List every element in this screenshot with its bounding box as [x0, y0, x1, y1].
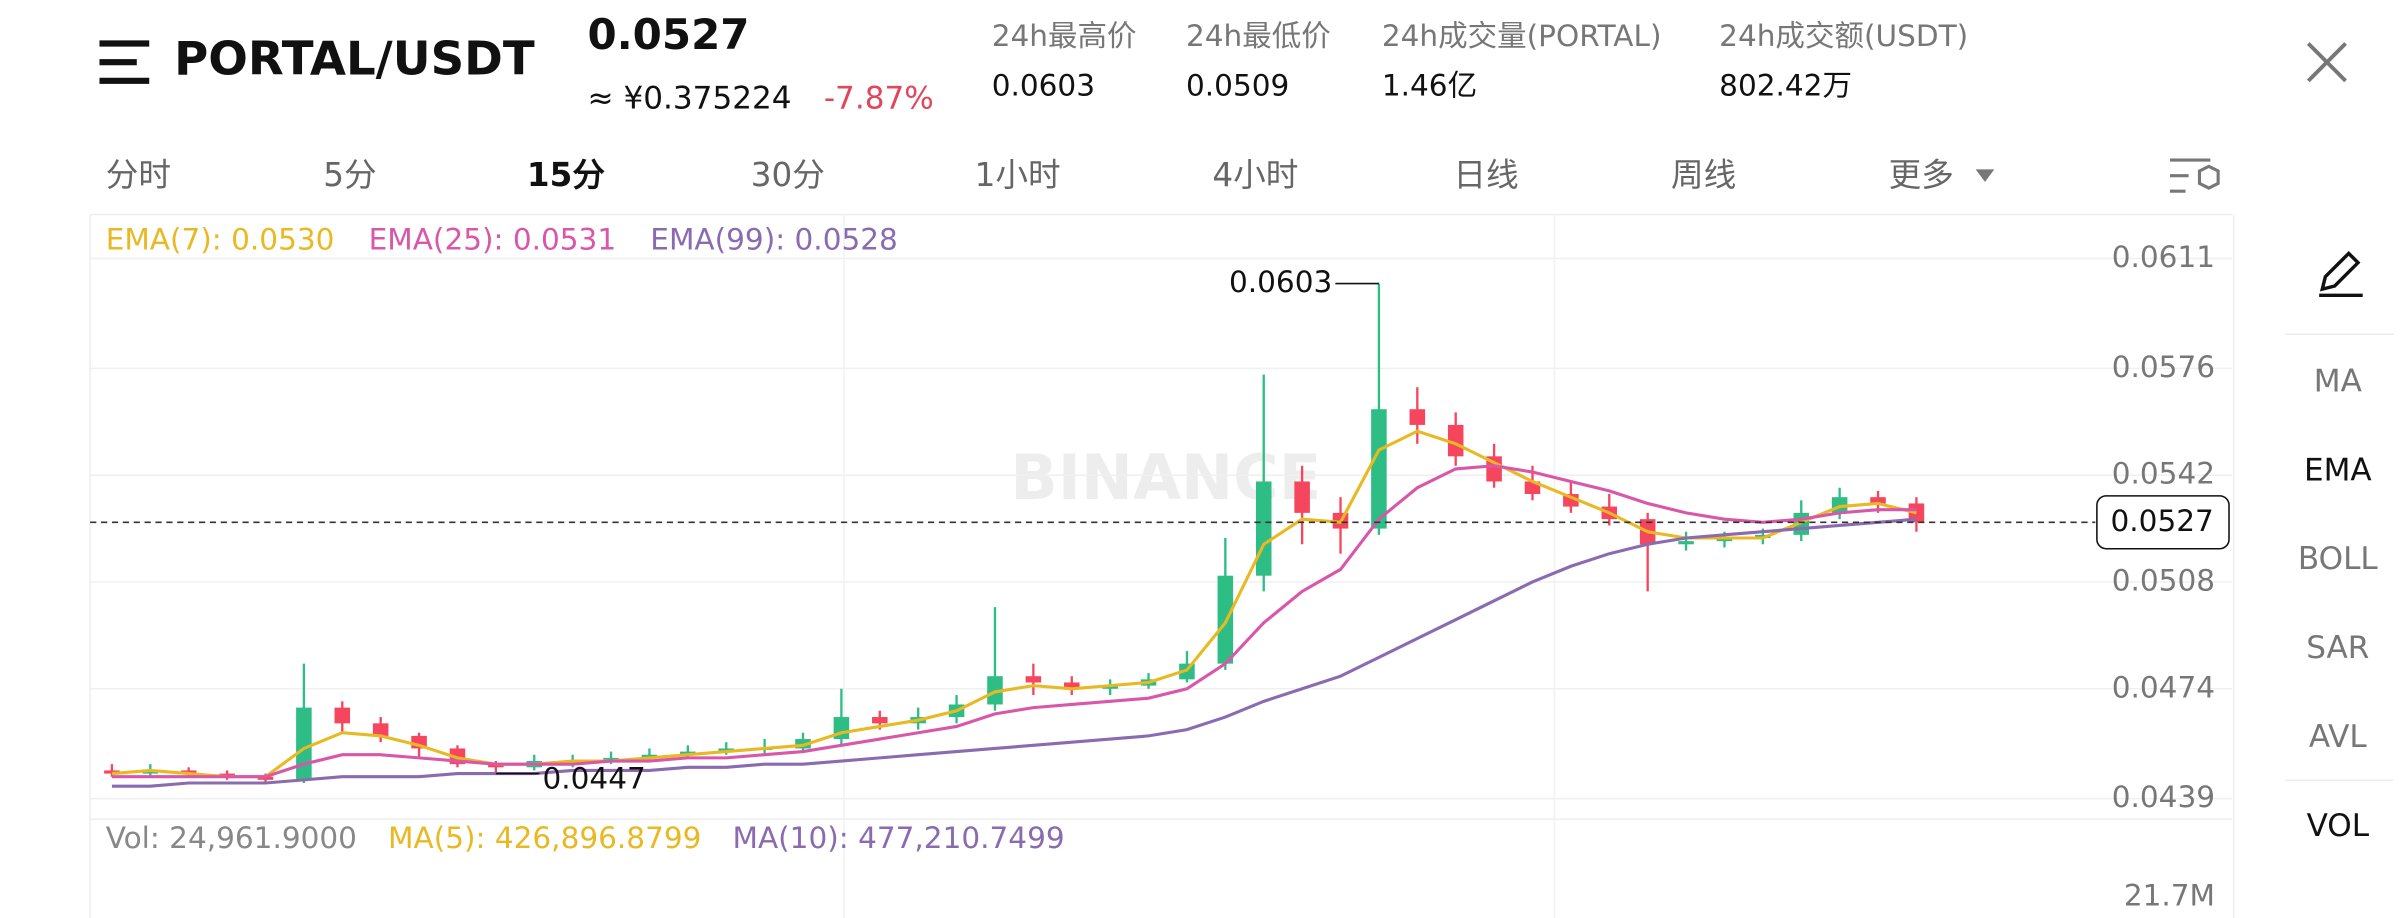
- candle-body: [1678, 541, 1694, 545]
- indicator-button[interactable]: MA: [2314, 363, 2362, 399]
- volume-tick-label: 21.7M: [2124, 878, 2215, 912]
- candle-body: [1102, 685, 1118, 689]
- candle-body: [180, 770, 197, 774]
- more-arrow[interactable]: [1975, 169, 1995, 182]
- volume-legend: MA(5): 426,896.8799: [388, 821, 701, 855]
- stat-label: 24h成交额(USDT): [1719, 19, 1968, 53]
- candle-body: [488, 764, 504, 768]
- stat-label: 24h最低价: [1186, 19, 1331, 53]
- candle-body: [296, 707, 312, 780]
- stat-label: 24h成交量(PORTAL): [1382, 19, 1662, 53]
- last-price-label: 0.0527: [2111, 504, 2214, 538]
- candle-body: [334, 707, 351, 724]
- pencil-icon[interactable]: [2319, 250, 2363, 298]
- indicator-button[interactable]: AVL: [2309, 719, 2368, 755]
- interval-tab[interactable]: 15分: [527, 156, 605, 194]
- candle-body: [372, 723, 389, 736]
- price-cny: ≈ ¥0.375224: [588, 80, 792, 116]
- candle-body: [1371, 409, 1387, 529]
- change: -7.87%: [824, 80, 934, 116]
- interval-tab[interactable]: 1小时: [975, 156, 1061, 194]
- candle-body: [1447, 424, 1464, 457]
- low-label: 0.0447: [542, 761, 645, 795]
- candle-body: [104, 770, 120, 774]
- candle-body: [603, 757, 619, 762]
- y-tick-label: 0.0474: [2112, 670, 2215, 704]
- indicator-button[interactable]: BOLL: [2298, 541, 2379, 577]
- candle-body: [1294, 481, 1310, 513]
- y-tick-label: 0.0542: [2112, 457, 2215, 491]
- candle-body: [142, 770, 159, 774]
- y-tick-label: 0.0508: [2112, 563, 2215, 597]
- candle-body: [1486, 456, 1502, 482]
- indicator-button[interactable]: VOL: [2307, 808, 2370, 844]
- candle-body: [1255, 481, 1272, 576]
- candle-body: [718, 748, 734, 752]
- interval-tab[interactable]: 更多: [1889, 156, 1954, 194]
- volume-legend: MA(10): 477,210.7499: [733, 821, 1065, 855]
- candle-body: [1025, 676, 1042, 683]
- interval-tab[interactable]: 分时: [106, 156, 171, 194]
- price: 0.0527: [588, 10, 750, 59]
- candle-body: [1409, 409, 1426, 425]
- y-tick-label: 0.0611: [2112, 240, 2215, 274]
- candle-body: [1716, 537, 1733, 542]
- stat-label: 24h最高价: [992, 19, 1137, 53]
- ema-line: [111, 429, 1917, 779]
- stat-value: 0.0509: [1186, 69, 1289, 103]
- stat-value: 0.0603: [992, 69, 1095, 103]
- menu-icon[interactable]: [99, 40, 150, 84]
- pair[interactable]: PORTAL/USDT: [174, 32, 535, 86]
- legend-entry: EMA(99): 0.0528: [650, 222, 898, 256]
- interval-tab[interactable]: 日线: [1453, 156, 1518, 194]
- candle-body: [1063, 682, 1080, 689]
- indicator-button[interactable]: EMA: [2304, 452, 2372, 488]
- interval-tab[interactable]: 周线: [1671, 156, 1736, 194]
- y-tick-label: 0.0576: [2112, 350, 2215, 384]
- volume-legend: Vol: 24,961.9000: [106, 821, 357, 855]
- candle-body: [680, 751, 696, 755]
- interval-tab[interactable]: 30分: [751, 156, 825, 194]
- candle-body: [1870, 497, 1886, 504]
- legend-entry: EMA(7): 0.0530: [106, 222, 335, 256]
- stat-value: 802.42万: [1719, 69, 1852, 103]
- ema-line: [111, 517, 1917, 788]
- candle-body: [219, 773, 235, 777]
- legend-entry: EMA(25): 0.0531: [369, 222, 617, 256]
- candle-body: [872, 717, 888, 724]
- interval-tab[interactable]: 4小时: [1212, 156, 1298, 194]
- settings-icon[interactable]: [2169, 158, 2220, 193]
- candle-body: [257, 776, 274, 780]
- y-tick-label: 0.0439: [2112, 780, 2215, 814]
- watermark: BINANCE: [1010, 441, 1321, 514]
- high-label: 0.0603: [1229, 265, 1332, 299]
- last-price-box: [2096, 495, 2230, 550]
- ema-line: [111, 464, 1917, 779]
- close-icon[interactable]: [2306, 42, 2347, 83]
- stat-value: 1.46亿: [1382, 69, 1477, 103]
- indicator-button[interactable]: SAR: [2306, 630, 2369, 666]
- interval-tab[interactable]: 5分: [323, 156, 376, 194]
- candle-body: [641, 754, 658, 758]
